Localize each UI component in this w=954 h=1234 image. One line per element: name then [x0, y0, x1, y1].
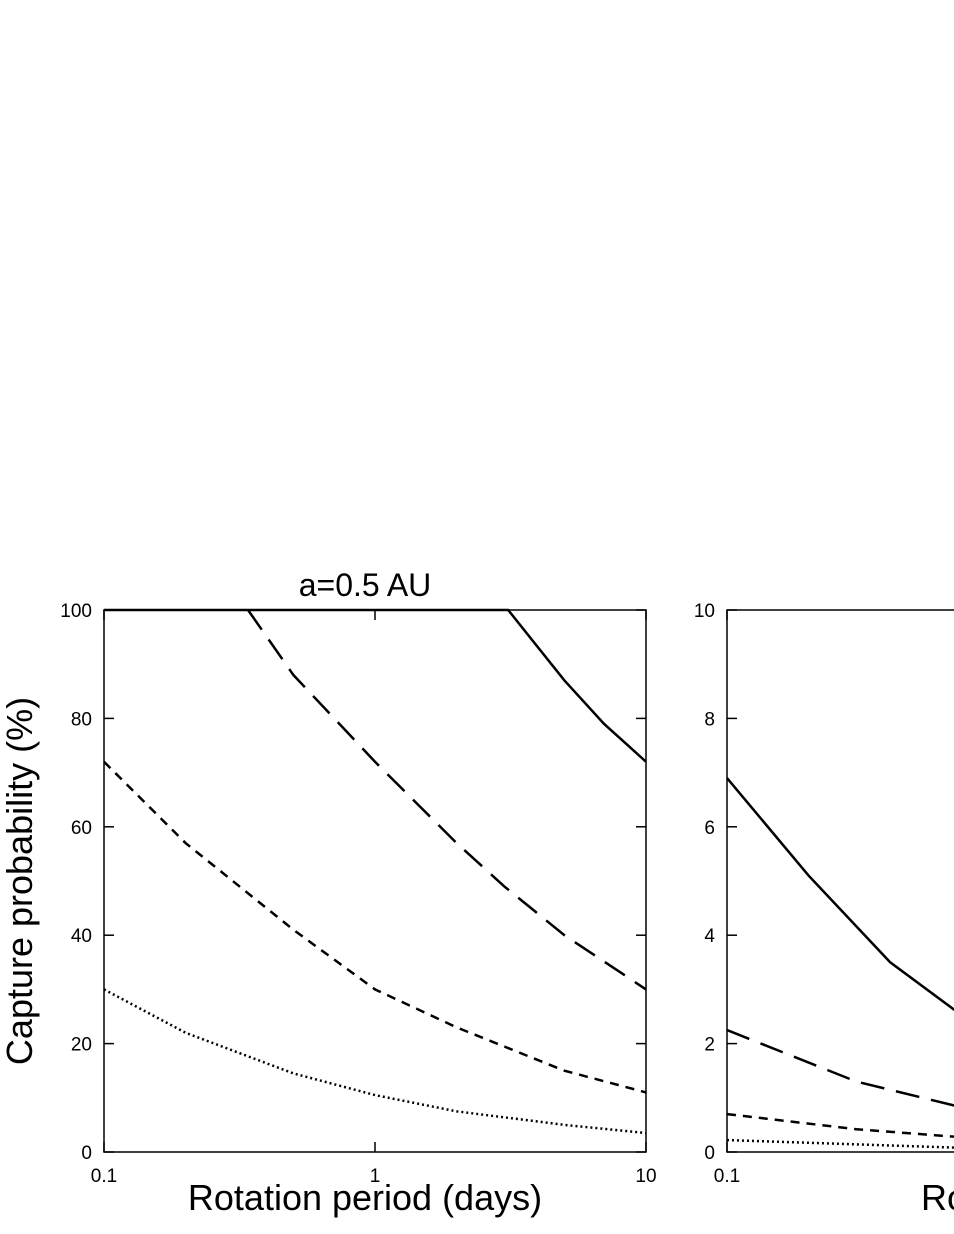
x-tick-label: 0.1: [714, 1166, 740, 1187]
panel-title: a=0.5 AU: [299, 567, 432, 603]
series-line: [727, 1028, 954, 1107]
y-tick-label: 0: [81, 1143, 92, 1164]
y-tick-label: 60: [71, 818, 92, 839]
x-axis-label: Rotation: [921, 1177, 954, 1218]
series-line: [104, 988, 646, 1135]
y-tick-label: 2: [704, 1035, 715, 1056]
series-line: [727, 777, 954, 1012]
y-axis-label: Capture probability (%): [0, 697, 40, 1065]
x-tick-label: 1: [370, 1166, 381, 1187]
y-tick-label: 6: [704, 818, 715, 839]
y-tick-label: 80: [71, 709, 92, 730]
x-axis-label: Rotation period (days): [188, 1177, 542, 1218]
x-tick-label: 10: [635, 1166, 656, 1187]
series-line: [104, 760, 646, 1094]
x-tick-label: 0.1: [91, 1166, 117, 1187]
y-tick-label: 8: [704, 709, 715, 730]
y-tick-label: 100: [60, 601, 92, 622]
series-line: [247, 609, 646, 991]
y-tick-label: 20: [71, 1035, 92, 1056]
y-tick-label: 10: [694, 601, 715, 622]
series-line: [104, 608, 646, 763]
y-tick-label: 0: [704, 1143, 715, 1164]
series-line: [727, 1138, 954, 1149]
y-tick-label: 4: [704, 926, 715, 947]
series-line: [727, 1112, 954, 1138]
y-tick-label: 40: [71, 926, 92, 947]
plot-frame: [726, 609, 954, 1153]
